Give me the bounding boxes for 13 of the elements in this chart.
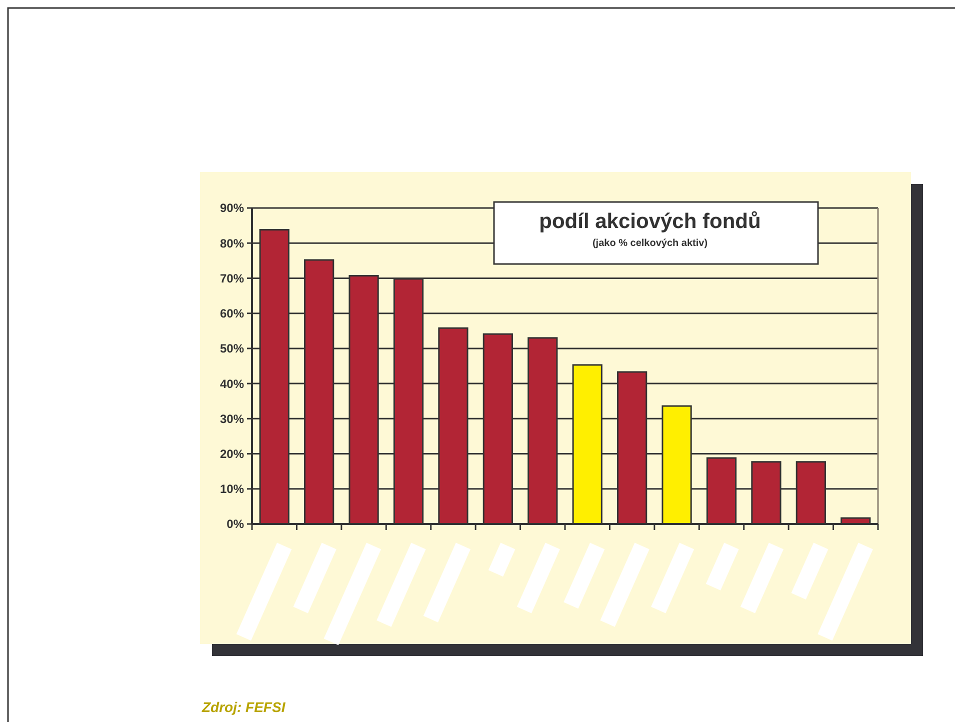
y-tick-label: 0% xyxy=(226,517,244,532)
text: Zdroj: FEFSI xyxy=(201,699,286,715)
y-tick-label: 60% xyxy=(220,306,244,321)
y-tick-label: 80% xyxy=(220,236,244,250)
chart-title: podíl akciových fondů xyxy=(539,210,761,233)
y-tick-label: 30% xyxy=(220,412,244,426)
y-tick-label: 20% xyxy=(220,446,244,461)
y-tick-label: 10% xyxy=(220,482,244,496)
y-tick-label: 50% xyxy=(220,342,244,356)
y-tick-label: 70% xyxy=(220,271,244,286)
text: (jako % celkových aktiv) xyxy=(592,238,708,249)
y-tick-label: 40% xyxy=(220,376,244,391)
y-tick-label: 90% xyxy=(220,201,244,216)
